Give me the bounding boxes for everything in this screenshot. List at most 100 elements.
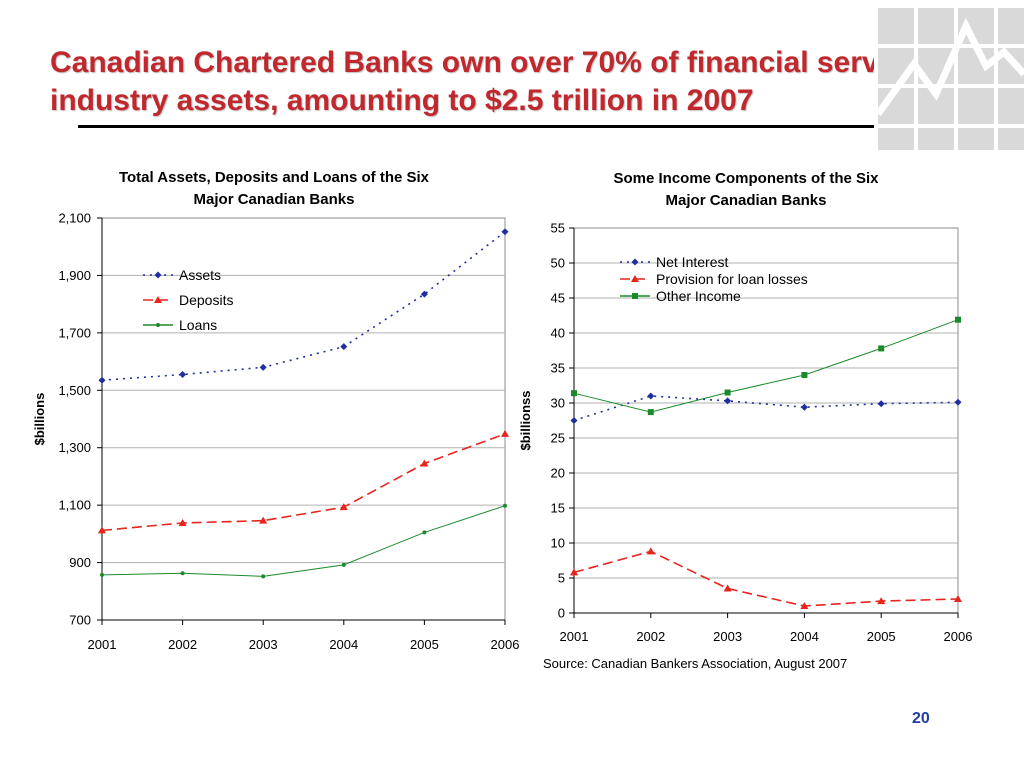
chart2-series-provision-for-loan-losses-point [570,568,578,576]
chart2-series-provision-for-loan-losses-point [723,584,732,592]
chart1-legend-loans-label: Loans [179,317,217,333]
chart1-y-tick-label: 700 [69,613,91,628]
chart1-series-deposits-point [98,526,106,534]
chart1-series-loans-point [503,503,507,508]
chart1-series-assets-point [501,228,509,236]
chart1-legend-assets-marker [154,271,162,279]
chart2-y-tick-label: 35 [551,361,565,376]
chart1-y-tick-label: 2,100 [58,211,91,226]
chart2-y-tick-label: 5 [558,571,565,586]
chart2-series-provision-for-loan-losses-line [573,550,959,607]
chart2-y-tick-label: 40 [551,326,565,341]
chart2-title-line-1: Some Income Components of the Six [613,170,879,187]
chart1-series-loans-point [180,571,185,576]
chart1-y-tick-label: 900 [69,555,91,570]
chart2-y-tick-label: 20 [551,466,565,481]
chart1-series-assets-point [98,376,106,384]
chart2-y-axis-label: $billionss [518,391,533,451]
slide-title: Canadian Chartered Banks own over 70% of… [50,46,921,117]
chart1-series-loans-point [100,572,104,577]
chart1-y-tick-label: 1,700 [58,325,91,340]
chart1-legend-deposits-label: Deposits [179,292,233,308]
chart1-legend-assets-label: Assets [179,267,221,283]
chart2-y-tick-label: 55 [551,221,565,236]
chart2-x-tick-label: 2002 [636,629,665,644]
chart2-x-tick-label: 2001 [560,629,589,644]
chart2-series-other-income-point [647,409,654,416]
chart2-series-other-income-point [724,389,731,396]
chart2-x-tick-label: 2005 [867,629,896,644]
chart2-series-provision-for-loan-losses-point [877,597,886,605]
chart2-series-other-income-point [801,372,808,378]
chart2-y-tick-label: 10 [551,536,565,551]
chart2-series-other-income-point [878,345,885,352]
chart2-plot-area [573,227,959,614]
chart2-y-tick-label: 45 [551,291,565,306]
chart1-series-assets-point [179,370,187,378]
chart1-series-loans-line [101,505,506,577]
chart1-x-tick-label: 2004 [329,637,358,652]
chart1-x-tick-label: 2001 [88,637,117,652]
chart1-series-assets-line [101,231,506,382]
chart1-y-axis-label: $billions [32,393,47,446]
chart2-y-tick-label: 50 [551,256,565,271]
chart2-series-provision-for-loan-losses-point [800,602,809,609]
chart2-series-net-interest-point [800,403,808,411]
chart2-legend-net-interest-marker [631,258,639,266]
chart2-series-net-interest-point [647,392,655,400]
chart1-x-tick-label: 2002 [168,637,197,652]
chart1-series-deposits-point [339,503,348,511]
chart2-series-provision-for-loan-losses-point [954,595,962,602]
chart2-series-net-interest-point [570,417,578,424]
chart1-series-deposits-point [501,429,509,437]
chart2-title-line-2: Major Canadian Banks [666,192,827,209]
chart1-series-deposits-point [178,518,187,526]
chart1-series-deposits-point [420,459,429,467]
chart2-series-net-interest-point [724,397,732,405]
chart1-x-tick-label: 2003 [249,637,278,652]
chart1-series-assets-point [259,363,267,371]
chart2-series-net-interest-line [573,395,959,422]
chart1-title-line-1: Total Assets, Deposits and Loans of the … [119,169,430,186]
chart2-series-net-interest-point [954,398,962,406]
chart2-y-tick-label: 0 [558,606,565,621]
title-underline [78,125,944,128]
page-number: 20 [912,710,930,727]
chart2-legend-net-interest-label: Net Interest [656,254,728,270]
chart1-title-line-2: Major Canadian Banks [194,191,355,208]
chart2-y-tick-label: 25 [551,431,565,446]
chart2-legend-other-income-label: Other Income [656,288,741,304]
chart1-series-loans-point [261,574,266,579]
chart2-legend-other-income-marker [632,293,638,299]
chart2-series-other-income-line [573,319,959,413]
chart1-y-tick-label: 1,900 [58,268,91,283]
chart1-y-tick-label: 1,500 [58,383,91,398]
chart2-legend-provision-for-loan-losses-label: Provision for loan losses [656,271,808,287]
chart1-series-loans-point [422,530,427,535]
source-note: Source: Canadian Bankers Association, Au… [543,656,848,671]
chart1-legend-loans-marker [156,323,160,327]
chart2-legend-provision-for-loan-losses-marker [631,275,639,282]
chart1-series-loans-point [341,562,346,567]
chart1-y-tick-label: 1,100 [58,498,91,513]
chart2-series-provision-for-loan-losses-point [646,547,655,555]
chart2-series-other-income-point [571,390,577,397]
logo [874,4,1024,150]
chart1-series-assets-point [420,290,428,298]
chart1-legend-deposits-marker [154,296,162,303]
chart1-series-deposits-point [259,516,268,524]
chart2-y-tick-label: 30 [551,396,565,411]
chart1-x-tick-label: 2006 [491,637,520,652]
chart1-series-assets-point [340,343,348,351]
chart2-x-tick-label: 2004 [790,629,819,644]
chart2-x-tick-label: 2003 [713,629,742,644]
chart2-series-other-income-point [955,316,961,323]
chart2-x-tick-label: 2006 [944,629,973,644]
chart1-y-tick-label: 1,300 [58,440,91,455]
chart1-series-deposits-line [101,433,506,532]
chart1-x-tick-label: 2005 [410,637,439,652]
chart1-plot-area [101,217,506,621]
chart2-series-net-interest-point [877,400,885,408]
